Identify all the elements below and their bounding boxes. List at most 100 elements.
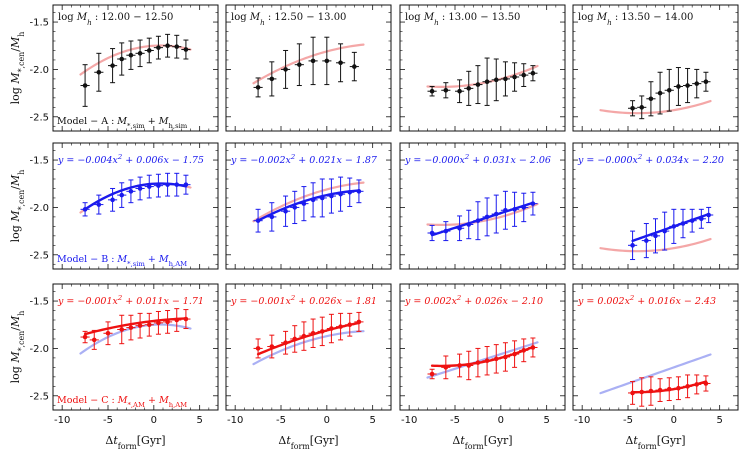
x-tick-label: -10 [574,415,590,426]
panel-frame [52,4,219,132]
point-marker [443,228,449,234]
point-marker [183,316,189,322]
point-marker [174,182,180,187]
y-tick-label: -2.5 [29,391,49,402]
data-point [696,208,706,229]
fit-equation: y = 0.002x2 + 0.026x − 2.10 [404,294,543,307]
data-point [135,176,145,201]
point-marker [689,218,695,223]
data-point [701,71,711,92]
data-point [473,201,483,241]
panel-plot-area [252,311,365,366]
point-marker [630,390,635,396]
point-marker [429,371,435,377]
panel-plot-area [79,308,192,355]
data-point [267,61,277,97]
point-marker [639,105,645,110]
panel-plot-area [252,176,365,233]
point-marker [119,56,125,62]
data-point [163,172,173,197]
y-axis-label: log M*,cen/Mh [9,170,26,243]
data-point [491,58,501,102]
point-marker [429,88,435,94]
fit-equation: y = 0.002x2 + 0.016x − 2.43 [577,294,716,307]
data-point [172,172,182,197]
data-point [317,178,327,218]
data-point [678,208,688,239]
fit-equation: y = −0.000x2 + 0.031x − 2.06 [404,153,551,166]
panel-r3-c4: -10 -5 0 5 y = 0.002x2 + 0.016x − 2.43 [572,283,739,426]
panel-r2-c1: -2.5 -2.0 -1.5 y = −0.004x2 + 0.006x − 1.75… [29,142,219,270]
point-marker [105,330,111,336]
x-tick-label: 5 [196,415,202,426]
point-marker [283,340,288,346]
data-point [510,340,520,368]
data-point [482,197,492,237]
data-point [153,173,163,198]
point-marker [703,79,709,85]
data-point [144,174,154,199]
panel-plot-area [599,67,712,120]
point-marker [324,58,330,64]
data-point [117,182,127,208]
point-marker [475,82,481,87]
data-point [692,374,702,395]
point-marker [666,87,672,93]
model-label: Model − B : M*,sim + Mh,AM [57,254,187,268]
point-marker [137,323,143,328]
point-marker [137,51,143,56]
point-marker [301,201,307,206]
point-marker [110,63,115,68]
data-point [172,34,182,59]
panel-plot-area [252,36,365,98]
data-point [126,179,136,204]
data-point [135,312,145,339]
data-point [94,52,104,92]
data-point [126,40,136,70]
panel-r2-c4: y = −0.000x2 + 0.034x − 2.20 [572,142,739,270]
point-marker [503,354,508,360]
data-point [510,191,520,227]
panel-r1-c2: log Mh : 12.50 − 13.00 [225,4,392,132]
point-marker [269,214,275,220]
x-tick-label: 5 [369,415,375,426]
data-point [326,313,336,344]
data-point [641,223,651,259]
x-tick-label: -10 [401,415,417,426]
data-point [687,208,697,233]
point-marker [310,330,316,336]
point-marker [676,84,681,89]
data-point [655,378,665,402]
fit-curve [631,212,710,243]
data-point [354,179,364,204]
point-marker [457,88,462,94]
x-axis-label: Δtform[Gyr] [105,434,165,449]
point-marker [493,211,499,217]
x-tick-label: 5 [543,415,549,426]
x-tick-label: -5 [276,415,286,426]
data-point [664,377,674,402]
data-point [281,330,291,355]
data-point [427,368,437,380]
point-marker [457,363,462,368]
data-point [528,191,538,216]
panel-r1-c1: -2.5 -2.0 -1.5 log Mh : 12.00 − 12.50 Model … [29,4,219,132]
fit-curve [83,317,188,336]
point-marker [338,191,343,197]
data-point [299,321,309,351]
point-marker [493,356,499,362]
y-tick-label: -2.0 [29,203,49,214]
point-marker [530,70,536,76]
point-marker [512,351,517,357]
data-point [181,309,191,330]
point-marker [255,346,261,351]
point-marker [466,363,472,368]
data-point [692,68,702,99]
panel-title: log Mh : 13.00 − 13.50 [405,12,520,27]
point-marker [128,52,134,58]
data-point [650,218,661,254]
point-marker [503,76,508,82]
point-marker [119,327,125,332]
point-marker [503,207,508,213]
point-marker [530,345,536,350]
